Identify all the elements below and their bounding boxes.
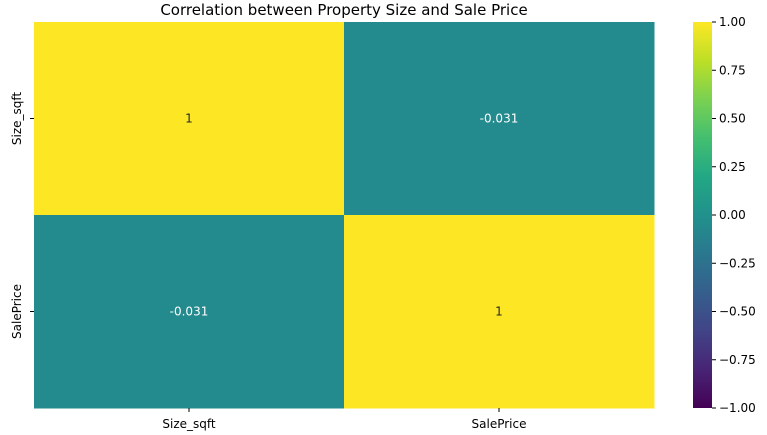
y-tick-label-0: Size_sqft [10, 92, 24, 146]
cell-annotation-0-1: -0.031 [480, 112, 519, 126]
colorbar-tick-label-4: 0.00 [719, 208, 746, 222]
cell-annotation-1-1: 1 [495, 305, 503, 319]
colorbar-tick-label-3: 0.25 [719, 160, 746, 174]
colorbar-tick-label-5: −0.25 [719, 256, 756, 270]
heatmap-cells [34, 22, 655, 409]
x-axis: Size_sqft SalePrice [162, 408, 526, 431]
heatmap-cell-0-1 [344, 22, 655, 216]
x-tick-label-1: SalePrice [472, 417, 527, 431]
chart-title: Correlation between Property Size and Sa… [160, 1, 527, 19]
colorbar: 1.00 0.75 0.50 0.25 0.00 −0.25 −0.50 −0.75 −1.00 [693, 15, 756, 415]
cell-annotation-1-0: -0.031 [170, 305, 209, 319]
heatmap-cell-0-0 [34, 22, 345, 216]
cell-annotation-0-0: 1 [185, 112, 193, 126]
colorbar-tick-label-0: 1.00 [719, 15, 746, 29]
colorbar-tick-label-8: −1.00 [719, 401, 756, 415]
colorbar-tick-label-6: −0.50 [719, 305, 756, 319]
colorbar-tick-label-1: 0.75 [719, 63, 746, 77]
y-tick-label-1: SalePrice [10, 284, 24, 339]
colorbar-tick-label-7: −0.75 [719, 353, 756, 367]
x-tick-label-0: Size_sqft [162, 417, 216, 431]
colorbar-gradient [693, 22, 712, 408]
y-axis: Size_sqft SalePrice [10, 92, 34, 339]
heatmap-cell-1-1 [344, 215, 655, 409]
cell-annotations: 1 -0.031 -0.031 1 [170, 112, 519, 319]
colorbar-tick-label-2: 0.50 [719, 112, 746, 126]
heatmap-cell-1-0 [34, 215, 345, 409]
